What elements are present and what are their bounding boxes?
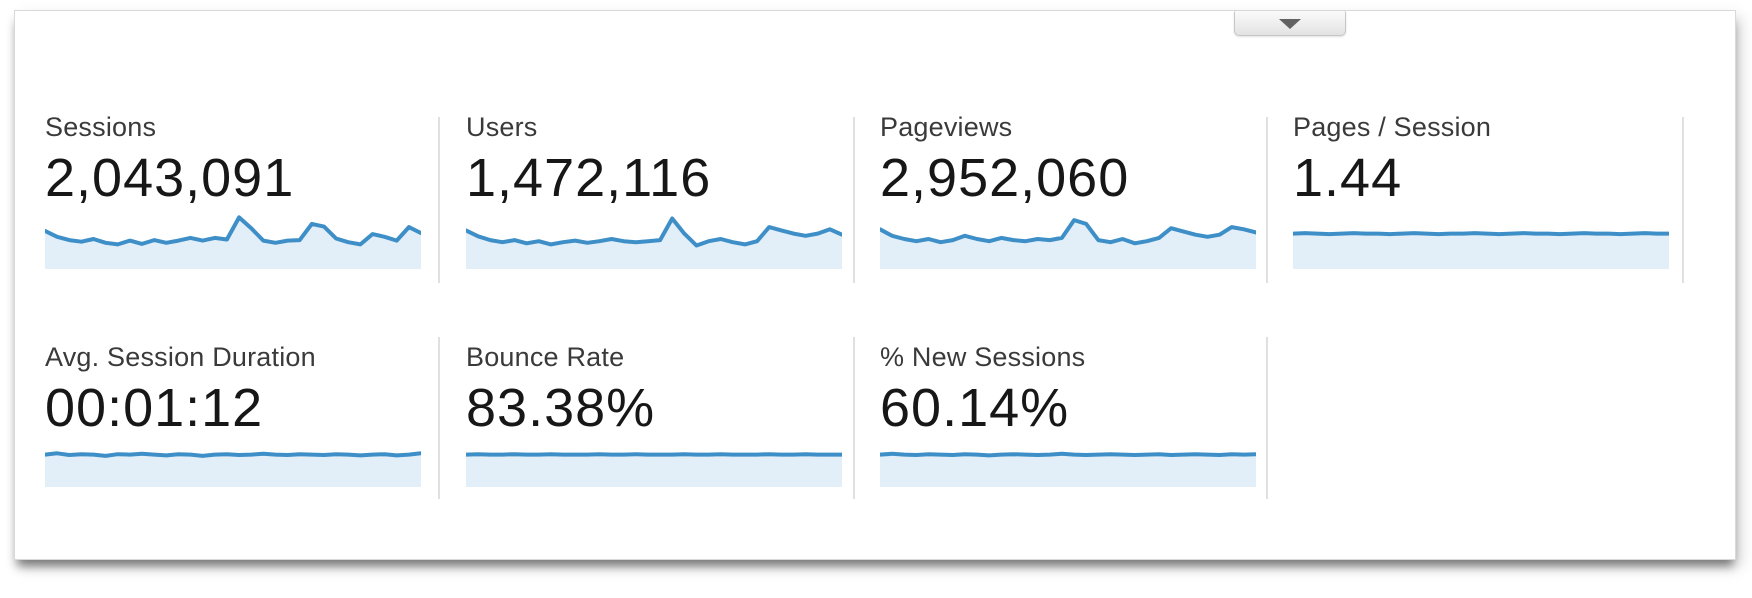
- sparkline-chart: [880, 451, 1256, 487]
- metric-label: Bounce Rate: [466, 342, 625, 372]
- column-divider: [1682, 117, 1684, 283]
- sparkline-chart: [1293, 231, 1669, 269]
- column-divider: [438, 117, 440, 283]
- sparkline-chart: [45, 451, 421, 487]
- sparkline-chart: [466, 452, 842, 487]
- metric-panel-avg-session-duration[interactable]: Avg. Session Duration 00:01:12: [45, 341, 421, 487]
- column-divider: [853, 117, 855, 283]
- sparkline-chart: [45, 215, 421, 269]
- metric-panel-bounce-rate[interactable]: Bounce Rate 83.38%: [466, 341, 842, 487]
- metric-value: 00:01:12: [45, 378, 264, 438]
- metric-label: Pages / Session: [1293, 112, 1492, 142]
- metric-panel-users[interactable]: Users 1,472,116: [466, 111, 842, 269]
- metric-label: Pageviews: [880, 112, 1013, 142]
- metric-value: 60.14%: [880, 378, 1070, 438]
- metric-value: 1.44: [1293, 148, 1403, 208]
- sparkline-chart: [466, 216, 842, 269]
- metric-value: 2,043,091: [45, 148, 295, 208]
- metric-value: 1,472,116: [466, 148, 712, 208]
- metric-value: 2,952,060: [880, 148, 1130, 208]
- metrics-dashboard-card: Sessions 2,043,091 Users 1,472,116 Pagev…: [14, 10, 1736, 560]
- sparkline-chart: [880, 218, 1256, 269]
- metric-label: Sessions: [45, 112, 157, 142]
- column-divider: [1266, 337, 1268, 499]
- column-divider: [1266, 117, 1268, 283]
- metric-panel-pages-per-session[interactable]: Pages / Session 1.44: [1293, 111, 1669, 269]
- metric-panel-pageviews[interactable]: Pageviews 2,952,060: [880, 111, 1256, 269]
- metric-value: 83.38%: [466, 378, 656, 438]
- metric-label: % New Sessions: [880, 342, 1086, 372]
- column-divider: [438, 337, 440, 499]
- metric-label: Avg. Session Duration: [45, 342, 316, 372]
- metric-panel-new-sessions[interactable]: % New Sessions 60.14%: [880, 341, 1256, 487]
- metric-panel-sessions[interactable]: Sessions 2,043,091: [45, 111, 421, 269]
- metric-label: Users: [466, 112, 538, 142]
- collapse-panel-button[interactable]: [1234, 11, 1346, 36]
- triangle-down-icon: [1279, 19, 1301, 29]
- column-divider: [853, 337, 855, 499]
